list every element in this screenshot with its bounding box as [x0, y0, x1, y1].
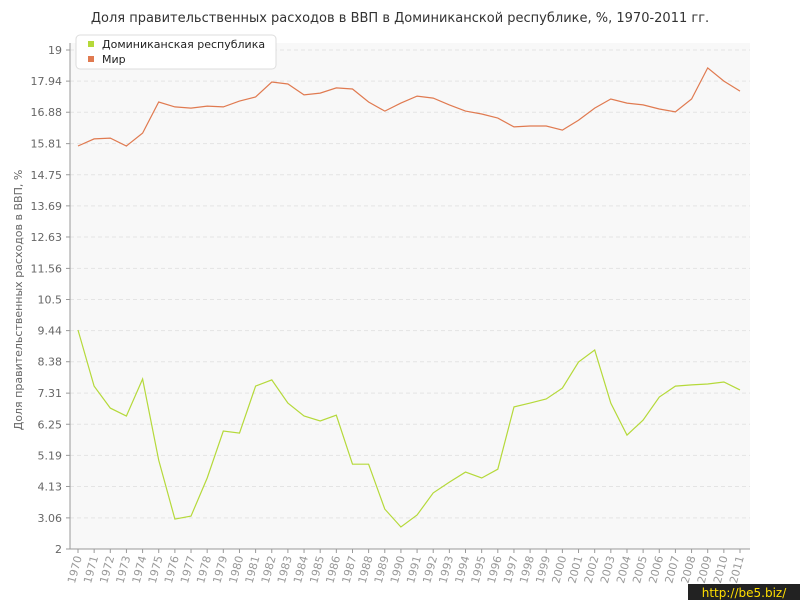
legend-swatch [88, 56, 94, 62]
watermark-bg [688, 584, 800, 600]
y-tick-label: 4.13 [38, 480, 63, 493]
legend-label: Доминиканская республика [102, 38, 265, 51]
series-line [77, 66, 741, 147]
y-tick-label: 17.94 [31, 75, 63, 88]
y-tick-label: 15.81 [31, 138, 63, 151]
y-tick-label: 3.06 [38, 512, 63, 525]
y-tick-label: 12.63 [31, 231, 63, 244]
y-tick-label: 16.88 [31, 106, 63, 119]
series-line [77, 329, 741, 528]
y-tick-label: 6.25 [38, 418, 63, 431]
y-tick-label: 14.75 [31, 169, 63, 182]
y-tick-label: 7.31 [38, 387, 63, 400]
y-tick-label: 10.5 [38, 294, 63, 307]
legend-swatch [88, 41, 94, 47]
y-tick-label: 11.56 [31, 262, 63, 275]
watermark: http://be5.biz/ [702, 586, 787, 600]
y-tick-label: 5.19 [38, 449, 63, 462]
plot-area [70, 43, 750, 549]
chart-title: Доля правительственных расходов в ВВП в … [91, 11, 709, 26]
y-tick-label: 8.38 [38, 356, 63, 369]
y-tick-label: 13.69 [31, 200, 63, 213]
y-tick-label: 19 [48, 44, 62, 57]
legend-box [75, 34, 277, 70]
legend: Доминиканская республика Мир [75, 34, 277, 70]
y-tick-label: 9.44 [38, 325, 63, 338]
legend-label: Мир [102, 53, 126, 66]
y-axis-label: Доля правительственных расходов в ВВП, % [12, 170, 25, 431]
y-tick-label: 2 [55, 543, 62, 556]
